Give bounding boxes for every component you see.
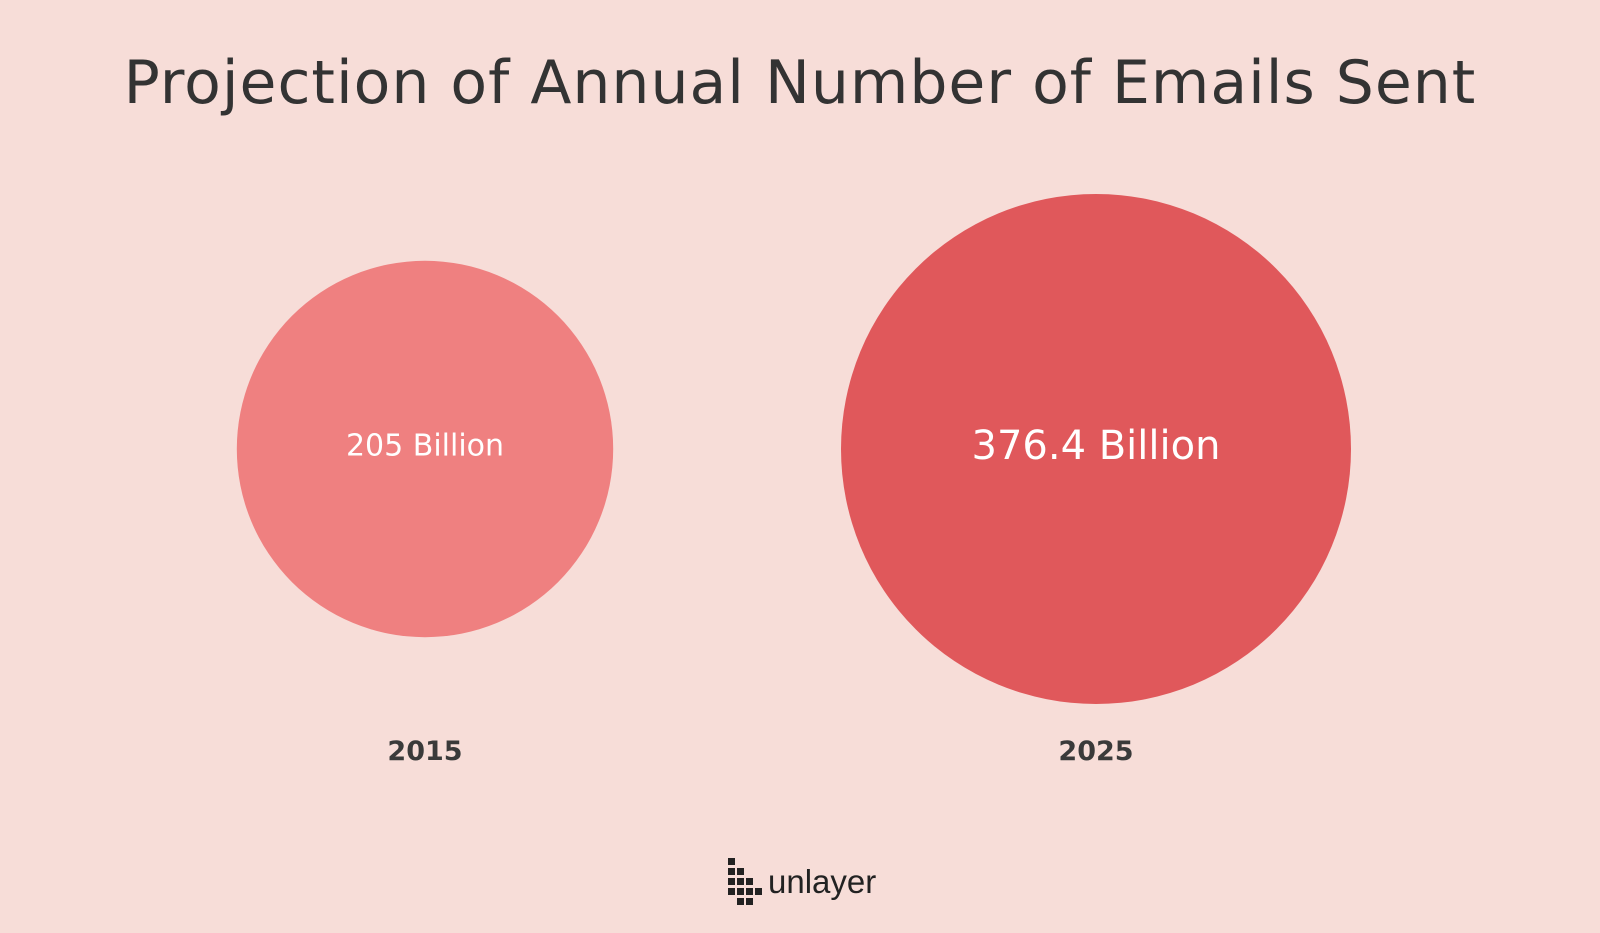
year-label-2025: 2025	[1058, 736, 1133, 767]
bubble-value-label-2025: 376.4 Billion	[972, 423, 1221, 469]
chart-title: Projection of Annual Number of Emails Se…	[123, 48, 1477, 118]
bubble-value-label-2015: 205 Billion	[346, 429, 504, 464]
unlayer-logo-grid-icon	[728, 858, 762, 905]
brand-footer: unlayer	[728, 858, 876, 906]
brand-name: unlayer	[768, 863, 877, 900]
year-label-2015: 2015	[387, 736, 462, 767]
bubble-2015	[236, 260, 614, 638]
bubble-2025	[841, 194, 1351, 704]
